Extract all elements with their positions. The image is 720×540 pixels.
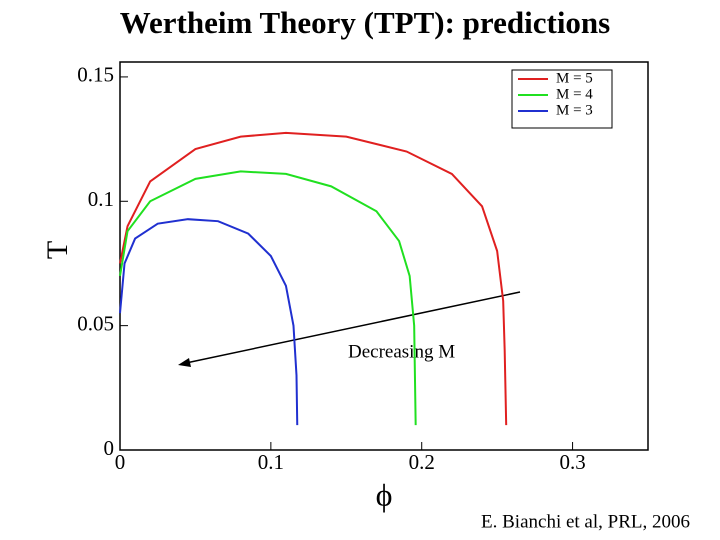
legend-label: M = 4	[556, 86, 593, 102]
legend-label: M = 3	[556, 102, 593, 118]
y-tick-label: 0	[104, 436, 115, 460]
y-tick-label: 0.05	[77, 311, 114, 335]
series-line	[119, 170, 417, 426]
slide-title: Wertheim Theory (TPT): predictions	[120, 5, 611, 40]
series-line	[119, 218, 299, 426]
y-tick-label: 0.15	[77, 63, 114, 87]
annotation-arrow	[185, 291, 521, 364]
legend-label: M = 5	[556, 70, 593, 86]
x-tick-label: 0.1	[258, 450, 284, 474]
annotation: Decreasing M	[348, 341, 455, 362]
arrow-head	[178, 358, 191, 367]
y-axis-label: T	[41, 241, 74, 259]
plot-frame	[119, 61, 649, 451]
x-axis-label: ϕ	[376, 476, 393, 512]
series-line	[119, 131, 508, 426]
x-tick-label: 0.2	[409, 450, 435, 474]
citation: E. Bianchi et al, PRL, 2006	[481, 511, 690, 532]
y-tick-label: 0.1	[88, 187, 114, 211]
x-tick-label: 0.3	[559, 450, 585, 474]
x-tick-label: 0	[115, 450, 126, 474]
